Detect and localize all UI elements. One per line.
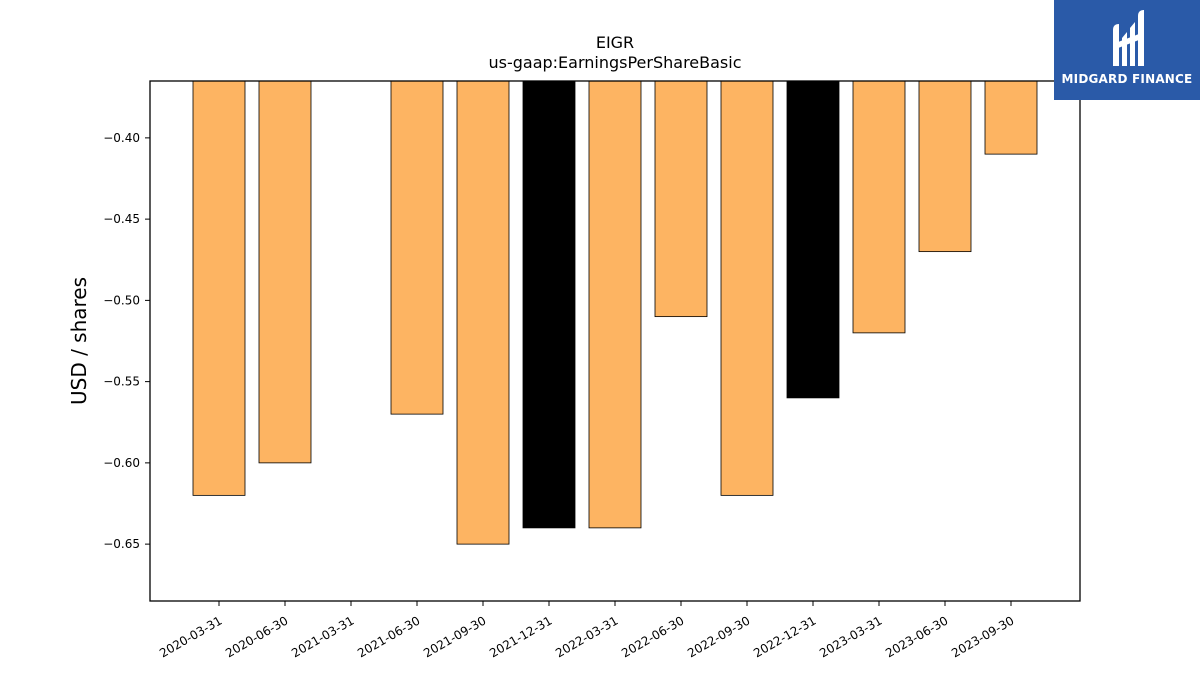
bar-2023-03-31	[852, 80, 906, 334]
y-tick-label: −0.50	[103, 293, 140, 307]
x-tick-label: 2022-12-31	[751, 613, 818, 660]
bar-2022-09-30	[720, 80, 774, 496]
bar-2020-06-30	[258, 80, 312, 464]
x-tick-label: 2023-03-31	[817, 613, 884, 660]
x-tick-label: 2020-06-30	[223, 613, 290, 660]
brand-logo: MIDGARD FINANCE	[1054, 0, 1200, 100]
y-tick-label: −0.55	[103, 375, 140, 389]
bar-2022-06-30	[654, 80, 708, 318]
chart-title: EIGR	[596, 33, 634, 52]
y-tick-label: −0.65	[103, 537, 140, 551]
bar-2021-09-30	[456, 80, 510, 545]
bar-2023-09-30	[984, 80, 1038, 155]
chart-subtitle: us-gaap:EarningsPerShareBasic	[488, 53, 741, 72]
y-tick-label: −0.45	[103, 212, 140, 226]
bar-2021-12-31	[522, 80, 576, 529]
y-tick-label: −0.40	[103, 131, 140, 145]
x-tick-label: 2022-09-30	[685, 613, 752, 660]
bars-layer	[192, 80, 1038, 545]
x-tick-label: 2021-09-30	[421, 613, 488, 660]
bar-2022-03-31	[588, 80, 642, 529]
x-tick-label: 2021-12-31	[487, 613, 554, 660]
x-tick-label: 2020-03-31	[157, 613, 224, 660]
x-tick-label: 2022-06-30	[619, 613, 686, 660]
bar-2021-06-30	[390, 80, 444, 415]
bar-2020-03-31	[192, 80, 246, 496]
x-tick-label: 2022-03-31	[553, 613, 620, 660]
logo-text: MIDGARD FINANCE	[1061, 72, 1193, 86]
x-tick-label: 2021-06-30	[355, 613, 422, 660]
y-tick-label: −0.60	[103, 456, 140, 470]
x-tick-label: 2023-06-30	[883, 613, 950, 660]
bar-2022-12-31	[786, 80, 840, 399]
y-axis-label: USD / shares	[67, 277, 91, 405]
bar-2023-06-30	[918, 80, 972, 253]
plot-frame	[149, 80, 1081, 602]
x-tick-label: 2023-09-30	[949, 613, 1016, 660]
midgard-logo-icon	[1113, 10, 1144, 66]
x-tick-label: 2021-03-31	[289, 613, 356, 660]
